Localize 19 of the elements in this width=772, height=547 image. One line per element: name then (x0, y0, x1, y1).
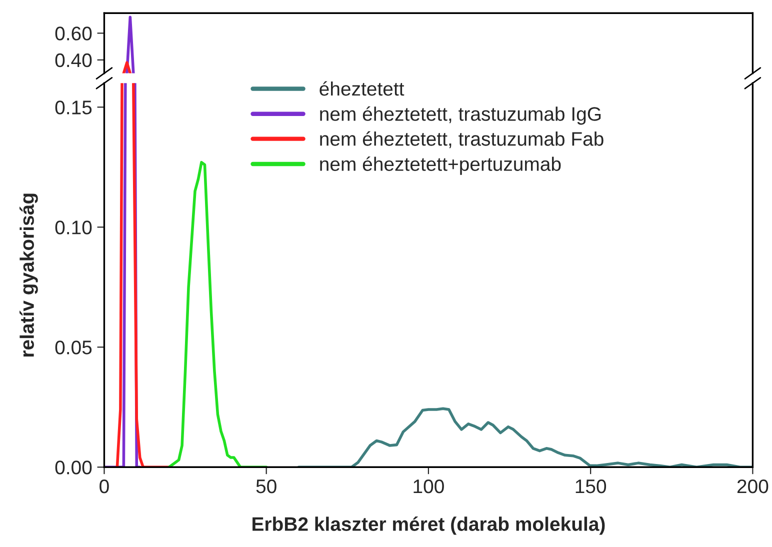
line-series (297, 407, 753, 468)
y-tick-label: 0.40 (55, 53, 92, 68)
y-axis-title: relatív gyakoriság (20, 194, 38, 357)
legend-label: nem éheztetett+pertuzumab (320, 156, 561, 175)
y-tick-label: 0.10 (55, 220, 92, 234)
y-tick-label: 0.05 (55, 340, 92, 354)
y-tick-label: 0.00 (55, 460, 92, 474)
legend-label: éheztetett (320, 81, 404, 96)
x-tick-label: 0 (100, 479, 109, 494)
x-axis-title: ErbB2 klaszter méret (darab molekula) (252, 516, 605, 535)
x-tick-label: 150 (576, 479, 606, 494)
line-series (168, 160, 268, 468)
x-tick-label: 200 (737, 479, 768, 494)
legend-label: nem éheztetett, trastuzumab Fab (320, 131, 604, 148)
y-tick-label: 0.15 (55, 100, 92, 114)
y-tick-label: 0.60 (55, 26, 92, 40)
x-tick-label: 50 (256, 479, 276, 494)
x-tick-label: 100 (414, 479, 444, 494)
legend-label: nem éheztetett, trastuzumab IgG (320, 106, 601, 125)
